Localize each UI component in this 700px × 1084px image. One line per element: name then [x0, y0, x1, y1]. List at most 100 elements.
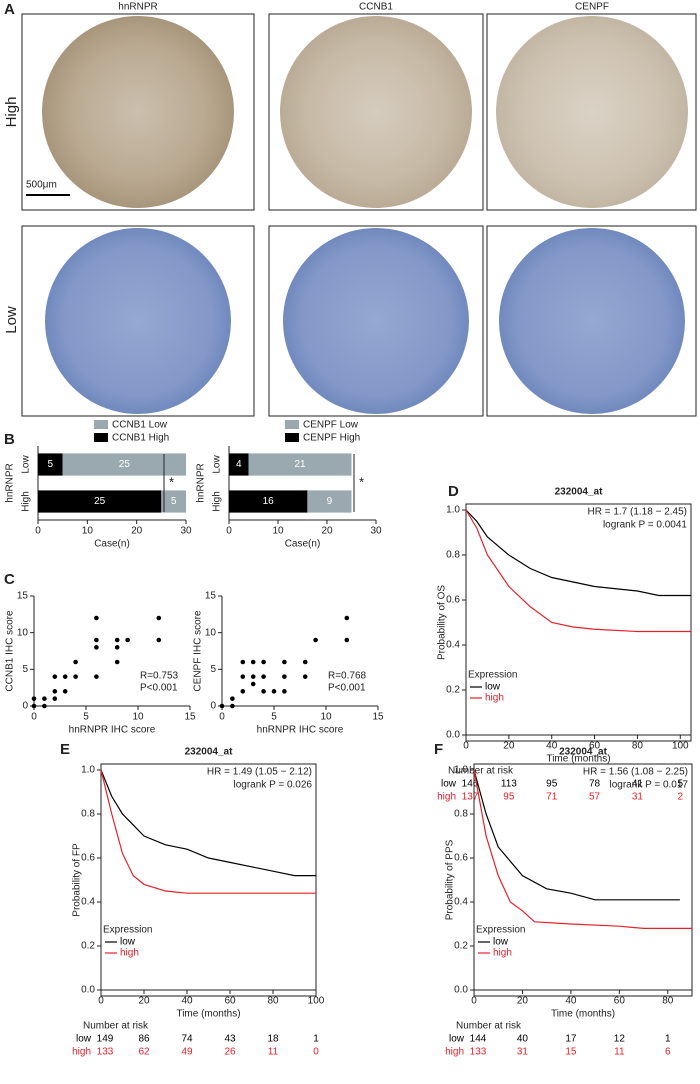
y-tick-label: 0.0 — [81, 985, 95, 996]
x-tick-label: 40 — [546, 741, 558, 752]
legend-label: low — [485, 682, 501, 693]
x-tick-label: 10 — [320, 712, 332, 723]
row-label: Low — [3, 306, 20, 334]
risk-count: 31 — [517, 1047, 529, 1058]
risk-count: 11 — [268, 1047, 279, 1058]
risk-count: 86 — [138, 1034, 150, 1045]
y-tick-label: 1.0 — [446, 505, 460, 516]
x-tick-label: 0 — [219, 712, 225, 723]
bar — [229, 490, 308, 513]
bar-value-label: 9 — [327, 496, 333, 507]
risk-count: 62 — [138, 1047, 150, 1058]
legend-swatch — [94, 420, 108, 429]
legend-label: high — [493, 948, 512, 959]
y-tick-label: 0.4 — [446, 640, 460, 651]
point — [250, 659, 256, 665]
y-tick-label: 0 — [210, 701, 216, 712]
point — [114, 645, 120, 650]
y-tick-label: 0.0 — [446, 730, 460, 741]
chart-title: 232004_at — [555, 487, 603, 498]
plot-frame — [465, 503, 692, 742]
risk-row-label: low — [441, 779, 457, 790]
y-tick-label: 0.2 — [446, 685, 460, 696]
point — [282, 674, 287, 679]
point — [52, 689, 58, 694]
point — [219, 703, 225, 709]
significance-mark: * — [169, 474, 174, 489]
point — [230, 696, 235, 701]
x-tick-label: 30 — [370, 526, 382, 537]
row-label: High — [3, 97, 20, 128]
tissue — [499, 228, 685, 414]
risk-count: 49 — [181, 1047, 193, 1058]
point — [156, 615, 162, 621]
annotation: HR = 1.56 (1.08 − 2.25) — [583, 767, 688, 778]
legend-label: CENPF Low — [303, 420, 359, 431]
point — [42, 703, 47, 709]
x-tick-label: 100 — [672, 741, 689, 752]
x-tick-label: 60 — [224, 996, 236, 1007]
column-label: hnRNPR — [118, 2, 157, 13]
y-tick-label: Low — [212, 455, 223, 474]
x-tick-label: 20 — [517, 996, 529, 1007]
risk-count: 71 — [546, 792, 558, 803]
column-label: CENPF — [575, 2, 609, 13]
tissue — [283, 228, 469, 414]
bar — [38, 453, 63, 476]
scale-bar-label: 500μm — [26, 180, 57, 191]
survival-curve — [465, 509, 691, 633]
point — [156, 637, 162, 643]
panel-label: D — [448, 483, 459, 500]
y-tick-label: 0.2 — [81, 941, 95, 952]
point — [73, 659, 78, 665]
x-tick-label: 60 — [614, 996, 626, 1007]
y-tick-label: Low — [21, 455, 32, 474]
risk-count: 137 — [462, 792, 479, 803]
legend-label: high — [485, 693, 504, 704]
y-axis-label: Probability of FP — [72, 843, 83, 917]
x-tick-label: 80 — [662, 996, 674, 1007]
tissue — [496, 16, 688, 208]
point — [302, 674, 308, 679]
x-tick-label: 60 — [589, 741, 601, 752]
y-tick-label: 5 — [210, 664, 216, 675]
point — [240, 674, 246, 679]
plot-frame — [100, 763, 317, 997]
survival-curve — [100, 769, 316, 877]
legend-title: Expression — [468, 670, 517, 681]
y-axis-label: hnRNPR — [196, 463, 207, 502]
risk-count: 149 — [97, 1034, 114, 1045]
x-axis-label: Case(n) — [285, 539, 321, 550]
risk-table-title: Number at risk — [448, 766, 514, 777]
y-axis-label: Probability of PPS — [445, 839, 456, 920]
x-axis-label: hnRNPR IHC score — [257, 725, 344, 736]
tissue — [45, 228, 231, 414]
legend-title: Expression — [103, 925, 152, 936]
risk-count: 17 — [565, 1034, 577, 1045]
point — [114, 637, 120, 643]
x-tick-label: 0 — [98, 996, 104, 1007]
y-axis-label: hnRNPR — [5, 463, 16, 502]
survival-curve — [473, 769, 680, 901]
risk-row-label: high — [72, 1047, 91, 1058]
chart-title: 232004_at — [185, 747, 233, 758]
risk-count: 95 — [503, 792, 515, 803]
risk-count: 18 — [267, 1034, 279, 1045]
annotation: P<0.001 — [328, 683, 366, 694]
panel-label: C — [4, 571, 15, 588]
y-tick-label: 1.0 — [81, 765, 95, 776]
point — [73, 674, 78, 679]
risk-count: 74 — [181, 1034, 193, 1045]
risk-count: 57 — [589, 792, 601, 803]
x-tick-label: 30 — [180, 526, 192, 537]
legend-title: Expression — [476, 925, 525, 936]
point — [240, 689, 246, 694]
point — [344, 637, 350, 643]
risk-count: 78 — [589, 779, 601, 790]
x-tick-label: 5 — [271, 712, 277, 723]
risk-row-label: low — [76, 1034, 92, 1045]
x-tick-label: 40 — [565, 996, 577, 1007]
annotation: logrank P = 0.0041 — [603, 520, 687, 531]
x-tick-label: 80 — [632, 741, 644, 752]
